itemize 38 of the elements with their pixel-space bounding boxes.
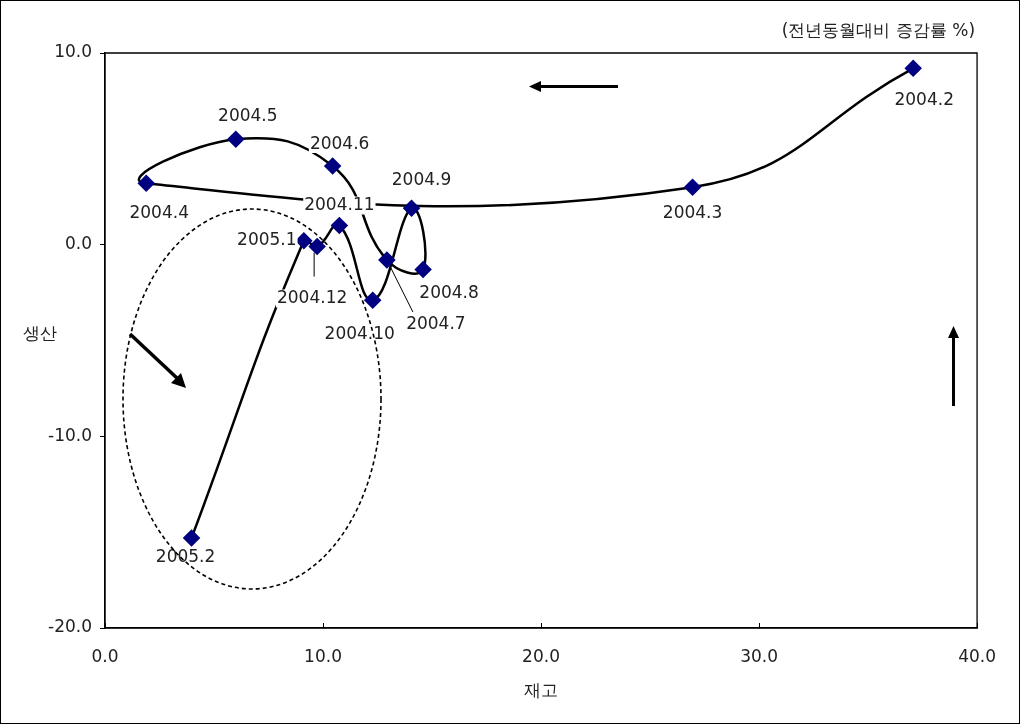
point [403, 200, 420, 217]
point [137, 175, 155, 192]
chart-title: (전년동월대비 증감률 %) [781, 20, 976, 41]
point [378, 251, 396, 269]
point [684, 178, 701, 196]
y-tick-label: -10.0 [48, 424, 92, 445]
point [904, 60, 922, 77]
annotation: 2004.7 [406, 313, 466, 334]
x-tick-label: 40.0 [958, 645, 996, 666]
annotation: 2004.8 [419, 282, 479, 303]
annotation: 2005.2 [155, 546, 216, 567]
y-axis-title: 생산 [23, 323, 57, 344]
x-tick-label: 10.0 [304, 645, 342, 666]
point [183, 529, 200, 547]
annotation: 2004.11 [304, 193, 375, 214]
annotation: 2004.9 [391, 168, 452, 189]
point [324, 157, 341, 175]
point [364, 292, 381, 309]
x-tick-label: 20.0 [522, 645, 560, 666]
point [308, 238, 326, 255]
annotation: 2004.3 [662, 201, 723, 222]
annotation: 2004.5 [218, 104, 278, 125]
x-tick-label: 30.0 [740, 645, 778, 666]
y-tick-label: -20.0 [48, 616, 92, 637]
y-tick-label: 10.0 [54, 41, 92, 62]
annotation: 2004.4 [129, 201, 189, 222]
point [414, 261, 432, 278]
annotation: 2004.12 [276, 287, 348, 308]
point [331, 217, 348, 234]
point [295, 232, 313, 250]
annotation: 2004.6 [309, 132, 370, 153]
annotation: 2004.2 [894, 88, 954, 109]
y-tick-label: 0.0 [64, 233, 92, 254]
annotation: 2005.1 [237, 229, 297, 250]
point [227, 131, 245, 148]
x-axis-title: 재고 [524, 680, 559, 701]
x-tick-label: 0.0 [91, 645, 119, 666]
annotation: 2004.10 [324, 322, 395, 343]
